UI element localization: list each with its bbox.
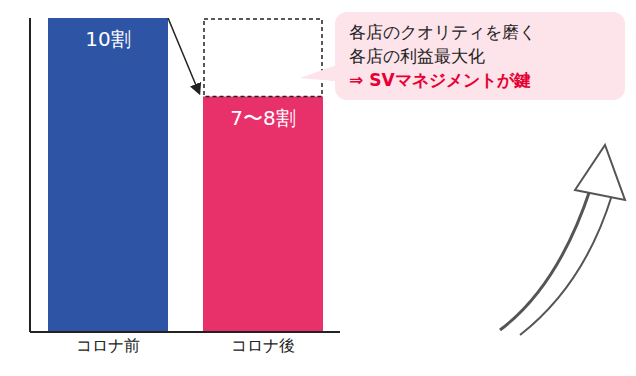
svg-text:7〜8割: 7〜8割 bbox=[230, 106, 295, 130]
html-text:各店のクオリティを磨く: 各店のクオリティを磨く bbox=[349, 22, 536, 42]
svg-text:コロナ後: コロナ後 bbox=[231, 336, 295, 355]
html-text:⇒ SVマネジメントが鍵: ⇒ SVマネジメントが鍵 bbox=[349, 70, 531, 90]
svg-text:10割: 10割 bbox=[85, 27, 130, 51]
svg-text:コロナ前: コロナ前 bbox=[76, 336, 140, 355]
html-text:各店の利益最大化: 各店の利益最大化 bbox=[349, 46, 485, 66]
